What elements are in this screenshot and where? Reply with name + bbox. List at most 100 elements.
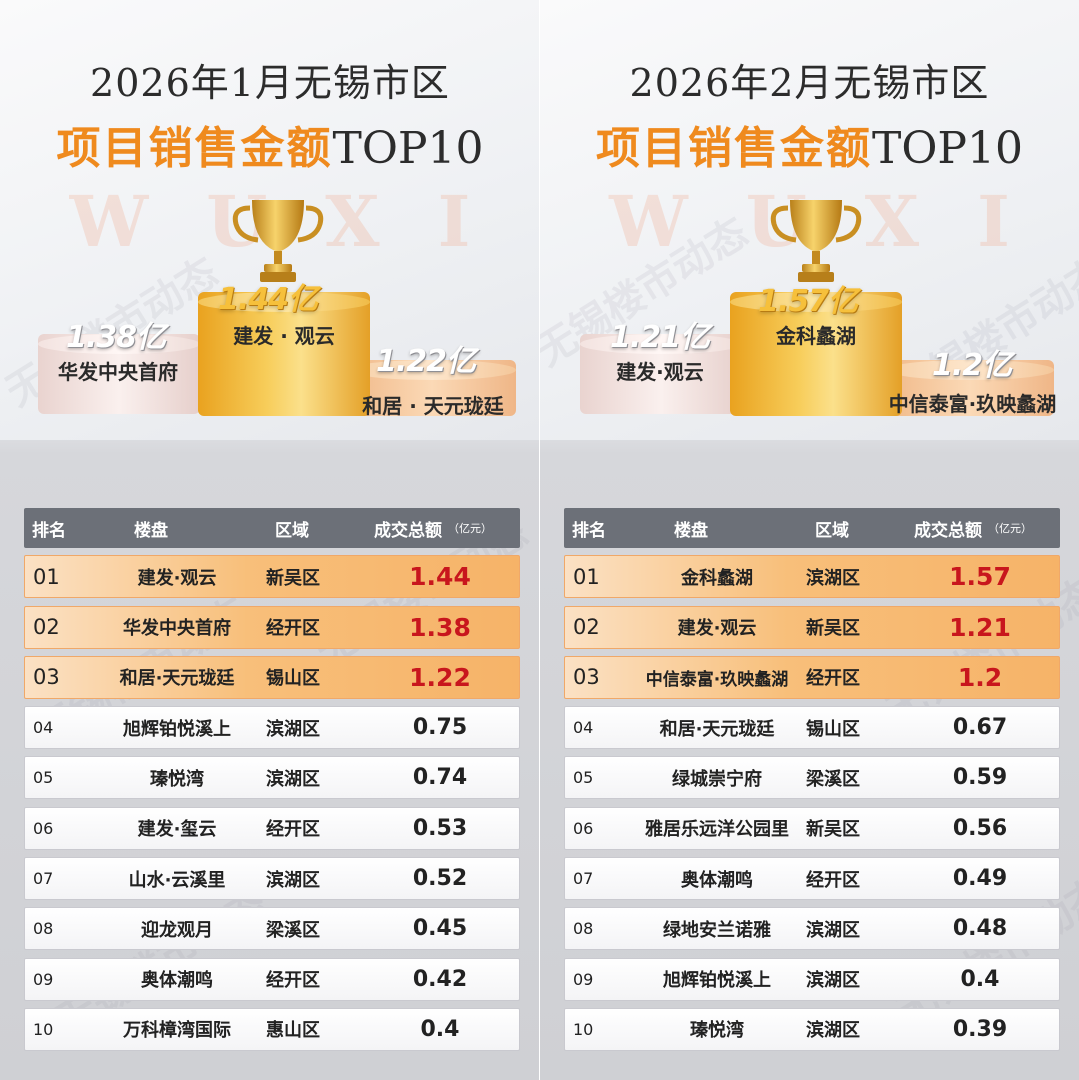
row-project: 瑧悦湾: [690, 1020, 744, 1042]
row-project: 山水·云溪里: [128, 869, 226, 891]
row-amount: 0.45: [412, 916, 468, 942]
title-suffix: TOP10: [871, 123, 1023, 174]
row-district: 梁溪区: [806, 768, 860, 790]
row-rank: 06: [33, 818, 54, 838]
table-row: 01 金科蠡湖 滨湖区 1.57: [564, 555, 1060, 599]
row-rank: 09: [573, 969, 594, 989]
table-row: 08 绿地安兰诺雅 滨湖区 0.48: [564, 907, 1060, 951]
table-row: 10 万科樟湾国际 惠山区 0.4: [24, 1007, 520, 1051]
row-district: 滨湖区: [806, 919, 860, 941]
row-amount: 0.39: [952, 1016, 1008, 1042]
podium-second-name: 建发·观云: [616, 360, 704, 384]
row-rank: 07: [33, 869, 54, 889]
ranking-panel-february: 无锡楼市动态 无锡楼市动态 无锡楼市动态 无锡楼市动态 WUXI 2026年2月…: [540, 0, 1079, 1080]
podium-first-name: 建发 · 观云: [233, 324, 335, 348]
row-project: 奥体潮鸣: [681, 869, 753, 891]
trophy-icon: [770, 200, 862, 282]
row-district: 惠山区: [266, 1020, 320, 1042]
row-amount: 0.52: [412, 866, 468, 892]
podium-second: [38, 334, 200, 414]
table-row: 04 和居·天元珑廷 锡山区 0.67: [564, 706, 1060, 750]
row-amount: 1.57: [949, 562, 1011, 592]
ranking-panel-january: 无锡楼市动态 无锡楼市动态 无锡楼市动态 无锡楼市动态 WUXI 2026年1月…: [0, 0, 540, 1080]
header-rank: 排名: [32, 520, 66, 541]
podium-third: [886, 360, 1054, 416]
row-amount: 0.4: [960, 966, 1000, 992]
row-district: 经开区: [806, 869, 860, 891]
row-district: 梁溪区: [266, 919, 320, 941]
table-row: 10 瑧悦湾 滨湖区 0.39: [564, 1007, 1060, 1051]
chart-title-line2: 项目销售金额TOP10: [540, 112, 1079, 176]
row-rank: 02: [33, 615, 60, 640]
header-district: 区域: [815, 520, 849, 541]
row-district: 滨湖区: [806, 567, 860, 589]
row-amount: 0.75: [412, 715, 468, 741]
podium-second-value: 1.21亿: [610, 320, 710, 355]
header-project: 楼盘: [674, 520, 708, 541]
row-rank: 05: [33, 768, 54, 788]
podium-third-name: 和居 · 天元珑廷: [362, 394, 504, 418]
row-district: 滨湖区: [806, 1020, 860, 1042]
chart-title-line1: 2026年1月无锡市区: [90, 61, 450, 105]
header-amount-label: 成交总额: [914, 520, 982, 541]
podium-third-value: 1.22亿: [376, 344, 476, 379]
row-rank: 10: [33, 1019, 54, 1039]
header-project: 楼盘: [134, 520, 168, 541]
row-project: 雅居乐远洋公园里: [645, 819, 789, 841]
row-project: 建发·观云: [677, 618, 757, 640]
row-project: 和居·天元珑廷: [119, 668, 235, 690]
header-amount: 成交总额 （亿元）: [374, 508, 520, 548]
row-amount: 0.48: [952, 916, 1008, 942]
row-project: 华发中央首府: [123, 618, 231, 640]
row-project: 迎龙观月: [141, 919, 213, 941]
table-row: 06 建发·玺云 经开区 0.53: [24, 806, 520, 850]
chart-title-line1: 2026年2月无锡市区: [629, 61, 990, 105]
row-district: 锡山区: [266, 668, 320, 690]
chart-title-line2: 项目销售金额TOP10: [0, 112, 540, 176]
table-header: 排名 楼盘 区域 成交总额 （亿元）: [564, 508, 1060, 548]
table-row: 06 雅居乐远洋公园里 新吴区 0.56: [564, 806, 1060, 850]
row-district: 新吴区: [806, 618, 860, 640]
podium-third-value: 1.2亿: [932, 348, 1012, 383]
row-rank: 03: [573, 665, 600, 690]
row-district: 经开区: [266, 970, 320, 992]
podium-second-value: 1.38亿: [66, 320, 166, 355]
row-project: 中信泰富·玖映蠡湖: [645, 669, 789, 690]
row-amount: 1.22: [409, 662, 471, 692]
row-amount: 0.67: [952, 715, 1008, 741]
header-unit: （亿元）: [448, 522, 492, 535]
header-district: 区域: [275, 520, 309, 541]
row-project: 绿地安兰诺雅: [663, 919, 771, 941]
row-project: 建发·玺云: [137, 819, 217, 841]
row-amount: 1.21: [949, 612, 1011, 642]
row-rank: 03: [33, 665, 60, 690]
row-project: 旭辉铂悦溪上: [663, 970, 771, 992]
row-rank: 08: [33, 919, 54, 939]
row-amount: 0.53: [412, 815, 468, 841]
row-district: 滨湖区: [266, 869, 320, 891]
table-row: 02 华发中央首府 经开区 1.38: [24, 605, 520, 649]
title-suffix: TOP10: [332, 123, 484, 174]
row-rank: 01: [33, 564, 60, 589]
podium-first-name: 金科蠡湖: [776, 324, 856, 348]
table-row: 04 旭辉铂悦溪上 滨湖区 0.75: [24, 706, 520, 750]
row-district: 滨湖区: [266, 768, 320, 790]
podium-first-value: 1.44亿: [218, 282, 318, 317]
ranking-table: 排名 楼盘 区域 成交总额 （亿元） 01 建发·观云 新吴区 1.44 02 华发中央首…: [24, 508, 520, 1051]
row-project: 瑧悦湾: [150, 768, 204, 790]
row-district: 锡山区: [806, 718, 860, 740]
title-main: 项目销售金额: [56, 123, 333, 174]
row-amount: 0.42: [412, 966, 468, 992]
row-project: 旭辉铂悦溪上: [123, 718, 231, 740]
podium-first: [730, 292, 902, 416]
podium-third: [348, 360, 516, 416]
row-project: 金科蠡湖: [681, 567, 753, 589]
table-row: 05 瑧悦湾 滨湖区 0.74: [24, 756, 520, 800]
row-rank: 06: [573, 818, 594, 838]
row-amount: 1.2: [957, 662, 1003, 692]
row-rank: 04: [573, 718, 594, 738]
table-row: 05 绿城崇宁府 梁溪区 0.59: [564, 756, 1060, 800]
table-row: 09 奥体潮鸣 经开区 0.42: [24, 957, 520, 1001]
row-rank: 05: [573, 768, 594, 788]
row-district: 新吴区: [806, 819, 860, 841]
